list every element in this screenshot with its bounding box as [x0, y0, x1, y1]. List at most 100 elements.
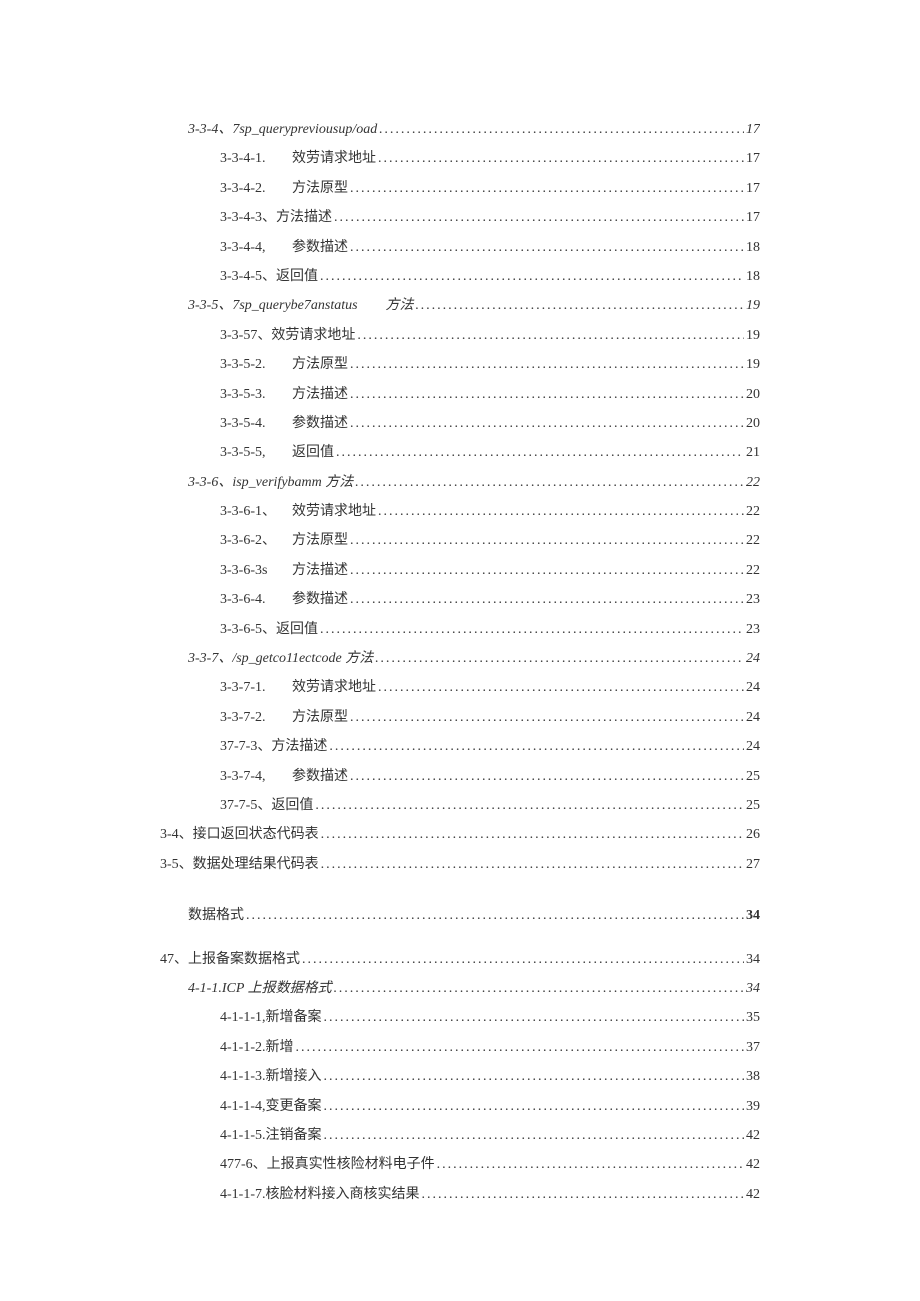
toc-entry-number: 3-3-7、 — [188, 651, 232, 666]
toc-entry-title: 7sp_querybe7anstatus 方法 — [232, 298, 413, 313]
toc-entry-page: 39 — [746, 1092, 760, 1121]
toc-entry-page: 17 — [746, 203, 760, 232]
toc-entry-label: 3-3-4-2.方法原型 — [220, 174, 348, 203]
toc-entry-title: 数据格式 — [188, 908, 244, 923]
toc-entry-page: 26 — [746, 820, 760, 849]
toc-entry: 3-3-5-4.参数描述20 — [160, 409, 760, 438]
toc-entry-title: 参数描述 — [292, 416, 348, 431]
toc-entry: 3-3-5-5,返回值21 — [160, 438, 760, 467]
toc-leader-dots — [350, 585, 744, 614]
toc-entry-title: 效劳请求地址 — [292, 504, 376, 519]
toc-entry: 47、上报备案数据格式34 — [160, 945, 760, 974]
toc-entry-title: 接口返回状态代码表 — [193, 827, 319, 842]
toc-entry-label: 37-7-5、返回值 — [220, 791, 313, 820]
toc-entry-page: 37 — [746, 1033, 760, 1062]
toc-entry: 4-1-1.ICP 上报数据格式34 — [160, 974, 760, 1003]
toc-entry: 3-3-5、7sp_querybe7anstatus 方法19 — [160, 291, 760, 320]
toc-entry-title: 返回值 — [276, 622, 318, 637]
toc-entry-title: 效劳请求地址 — [292, 680, 376, 695]
toc-leader-dots — [324, 1121, 745, 1150]
toc-entry-page: 24 — [746, 732, 760, 761]
toc-entry-label: 3-3-6-4.参数描述 — [220, 585, 348, 614]
toc-entry-number: 3-3-4-5、 — [220, 269, 276, 284]
toc-entry-label: 4-1-1-2.新增 — [220, 1033, 294, 1062]
toc-entry-page: 27 — [746, 850, 760, 879]
toc-entry-number: 3-3-6-3s — [220, 556, 292, 585]
toc-entry-label: 47、上报备案数据格式 — [160, 945, 300, 974]
toc-entry: 3-3-7、/sp_getco11ectcode 方法 24 — [160, 644, 760, 673]
toc-entry-number: 4-1-1-1, — [220, 1010, 266, 1025]
toc-entry-label: 477-6、上报真实性核险材料电子件 — [220, 1150, 435, 1179]
toc-entry-number: 3-3-6、 — [188, 475, 232, 490]
toc-entry-number: 3-3-6-2、 — [220, 526, 292, 555]
toc-leader-dots — [350, 762, 744, 791]
toc-leader-dots — [315, 791, 744, 820]
toc-entry-page: 24 — [746, 703, 760, 732]
toc-entry: 37-7-5、返回值25 — [160, 791, 760, 820]
toc-entry-title: 7sp_querypreviousup/oad — [232, 122, 377, 137]
toc-entry-title: 方法描述 — [292, 387, 348, 402]
toc-entry: 4-1-1-1,新增备案35 — [160, 1003, 760, 1032]
toc-entry-label: 3-3-6、isp_verifybamm 方法 — [188, 468, 353, 497]
toc-entry-page: 22 — [746, 526, 760, 555]
toc-entry-label: 3-3-6-2、方法原型 — [220, 526, 348, 555]
toc-entry-title: 数据处理结果代码表 — [193, 857, 319, 872]
toc-leader-dots — [378, 673, 744, 702]
toc-leader-dots — [350, 409, 744, 438]
toc-entry-number: 47、 — [160, 952, 188, 967]
toc-entry-page: 22 — [746, 556, 760, 585]
toc-leader-dots — [375, 644, 744, 673]
toc-entry-label: 4-1-1-3.新增接入 — [220, 1062, 322, 1091]
toc-entry-label: 3-3-4、7sp_querypreviousup/oad — [188, 115, 377, 144]
toc-entry-number: 4-1-1. — [188, 981, 222, 996]
toc-entry-page: 42 — [746, 1150, 760, 1179]
toc-entry-page: 42 — [746, 1121, 760, 1150]
toc-leader-dots — [324, 1003, 745, 1032]
toc-entry: 477-6、上报真实性核险材料电子件 42 — [160, 1150, 760, 1179]
toc-leader-dots — [329, 732, 744, 761]
toc-entry: 3-3-4-4,参数描述18 — [160, 233, 760, 262]
toc-entry-title: /sp_getco11ectcode 方法 — [232, 651, 373, 666]
toc-entry-title: 参数描述 — [292, 240, 348, 255]
toc-entry-page: 19 — [746, 350, 760, 379]
toc-leader-dots — [350, 174, 744, 203]
toc-entry-label: 3-3-7、/sp_getco11ectcode 方法 — [188, 644, 373, 673]
toc-entry: 4-1-1-7.核脸材料接入商核实结果42 — [160, 1180, 760, 1209]
toc-entry-title: 返回值 — [292, 445, 334, 460]
toc-entry-number: 3-3-4-3、 — [220, 210, 276, 225]
toc-entry-title: 方法描述 — [271, 739, 327, 754]
toc-entry-title: 方法描述 — [276, 210, 332, 225]
toc-entry-page: 24 — [746, 644, 760, 673]
toc-leader-dots — [296, 1033, 745, 1062]
toc-entry: 4-1-1-5.注销备案42 — [160, 1121, 760, 1150]
toc-entry-title: 效劳请求地址 — [271, 328, 355, 343]
toc-entry-number: 3-3-4-2. — [220, 174, 292, 203]
toc-leader-dots — [246, 901, 744, 930]
toc-leader-dots — [334, 974, 744, 1003]
toc-entry: 3-3-4-3、方法描述 17 — [160, 203, 760, 232]
toc-leader-dots — [378, 497, 744, 526]
toc-entry-number: 3-3-5-2. — [220, 350, 292, 379]
toc-entry-number: 3-3-7-4, — [220, 762, 292, 791]
toc-entry: 4-1-1-3.新增接入38 — [160, 1062, 760, 1091]
toc-entry-label: 3-3-5-5,返回值 — [220, 438, 334, 467]
toc-entry-page: 17 — [746, 144, 760, 173]
toc-entry-label: 4-1-1.ICP 上报数据格式 — [188, 974, 332, 1003]
toc-entry-label: 3-3-7-4,参数描述 — [220, 762, 348, 791]
toc-entry-page: 17 — [746, 115, 760, 144]
toc-leader-dots — [324, 1092, 745, 1121]
toc-leader-dots — [320, 615, 744, 644]
toc-entry: 数据格式34 — [160, 901, 760, 930]
toc-entry-label: 37-7-3、方法描述 — [220, 732, 327, 761]
toc-leader-dots — [422, 1180, 745, 1209]
toc-entry-page: 19 — [746, 291, 760, 320]
toc-entry: 3-3-7-2.方法原型24 — [160, 703, 760, 732]
toc-page: 3-3-4、7sp_querypreviousup/oad173-3-4-1.效… — [0, 0, 920, 1301]
toc-entry-number: 3-5、 — [160, 857, 193, 872]
toc-entry-label: 4-1-1-4,变更备案 — [220, 1092, 322, 1121]
toc-entry-number: 3-3-57、 — [220, 328, 271, 343]
toc-leader-dots — [350, 556, 744, 585]
toc-entry: 4-1-1-4,变更备案 39 — [160, 1092, 760, 1121]
toc-entry-label: 3-3-6-5、返回值 — [220, 615, 318, 644]
toc-entry-title: 返回值 — [276, 269, 318, 284]
